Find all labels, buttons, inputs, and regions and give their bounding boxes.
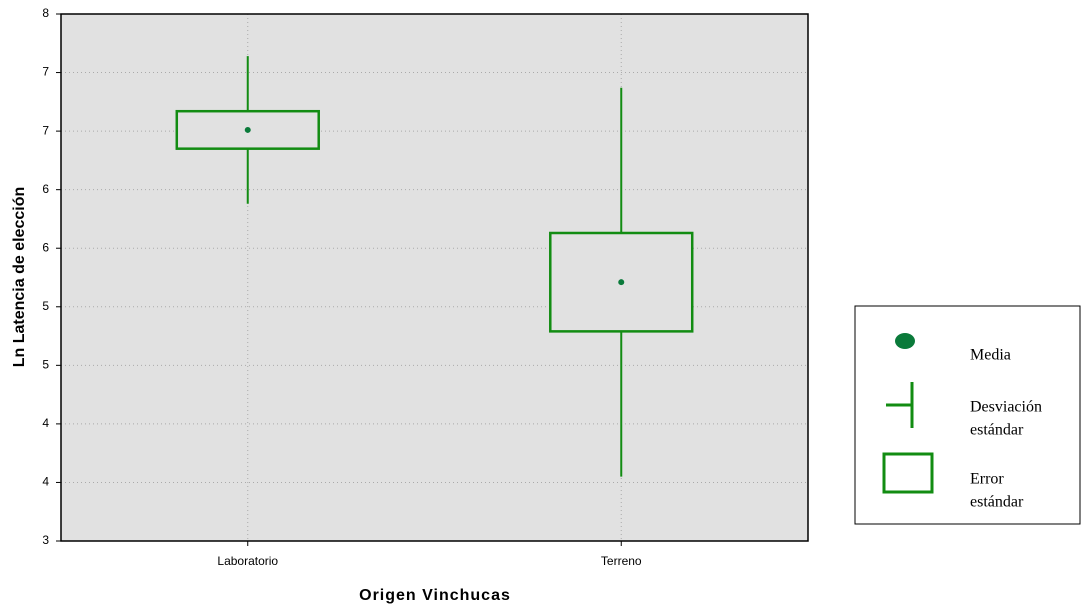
x-tick-label: Laboratorio [217, 554, 278, 568]
plot-frame [60, 13, 809, 542]
x-axis-title: Origen Vinchucas [359, 587, 511, 604]
mean-point [244, 126, 251, 133]
y-tick-label: 7 [42, 123, 49, 137]
y-tick-label: 6 [42, 182, 49, 196]
plot-area [61, 14, 808, 541]
x-tick-label: Terreno [601, 554, 642, 568]
legend-sd-label: Desviación [970, 399, 1042, 416]
y-tick-label: 8 [42, 6, 49, 20]
y-tick-label: 5 [42, 358, 49, 372]
legend-se-icon [882, 452, 934, 494]
mean-point [618, 279, 625, 286]
y-tick-label: 3 [42, 533, 49, 547]
legend-se-label: Error [970, 471, 1004, 488]
y-tick-label: 4 [42, 416, 49, 430]
y-tick-label: 4 [42, 475, 49, 489]
y-tick-label: 6 [42, 240, 49, 254]
y-axis-title: Ln Latencia de elección [11, 187, 28, 368]
legend-mean-icon [895, 333, 915, 349]
legend-mean-label: Media [970, 347, 1011, 364]
legend-sd-label: estándar [970, 422, 1024, 439]
y-tick-label: 7 [42, 65, 49, 79]
y-tick-label: 5 [42, 299, 49, 313]
legend-se-label: estándar [970, 494, 1024, 511]
